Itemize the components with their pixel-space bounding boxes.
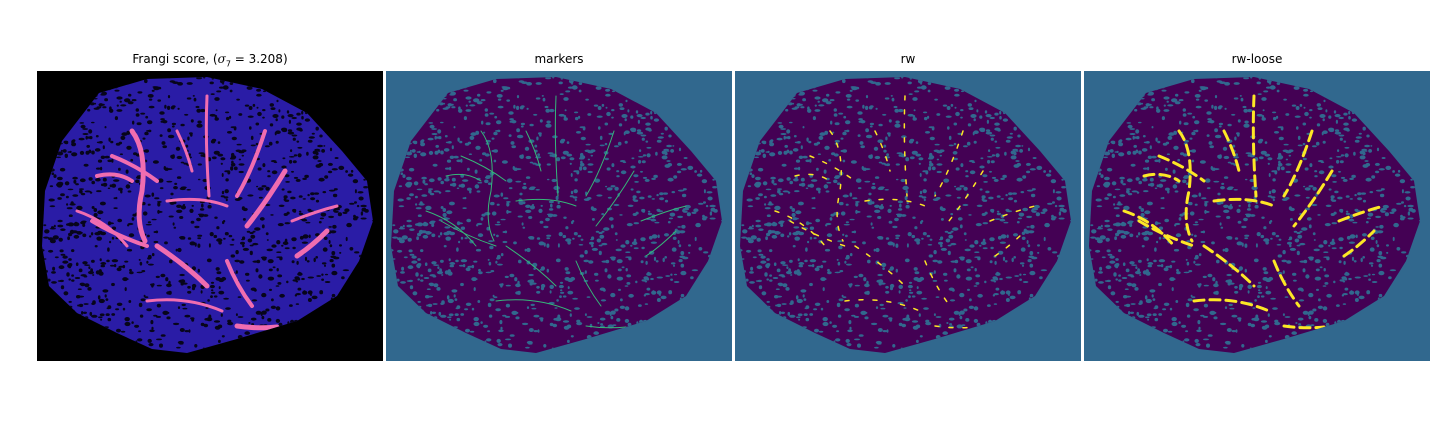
vessel-segment bbox=[145, 298, 224, 313]
vessel-segment bbox=[1251, 94, 1258, 198]
vessel-segment bbox=[989, 205, 1036, 222]
vessel-segment bbox=[874, 130, 891, 172]
vessel-segment bbox=[480, 130, 495, 242]
vessel-segment bbox=[515, 198, 577, 207]
vessel-segment bbox=[575, 260, 602, 307]
rw-panel-title: rw bbox=[900, 52, 916, 66]
vessel-segment bbox=[1157, 154, 1206, 183]
markers-panel-title: markers bbox=[534, 52, 584, 66]
vessel-segment bbox=[235, 129, 267, 198]
vessel-segment bbox=[1122, 209, 1176, 248]
vessel-overlay bbox=[774, 95, 1036, 329]
vessel-segment bbox=[640, 205, 687, 222]
vessel-overlay bbox=[1122, 94, 1386, 330]
vessel-segment bbox=[440, 220, 497, 247]
title-value: = 3.208) bbox=[230, 52, 288, 66]
vessel-segment bbox=[95, 172, 134, 183]
rw-loose-panel-title: rw-loose bbox=[1231, 52, 1283, 66]
vessel-segment bbox=[774, 210, 826, 247]
vessel-segment bbox=[1202, 244, 1256, 288]
vessel-segment bbox=[75, 209, 129, 248]
vessel-overlay bbox=[425, 95, 687, 329]
vessel-segment bbox=[505, 245, 557, 287]
vessel-segment bbox=[1337, 204, 1386, 223]
vessel-segment bbox=[844, 299, 921, 312]
title-sigma: σ bbox=[217, 52, 226, 66]
rw-loose-svg bbox=[1084, 71, 1430, 361]
rw-loose-image bbox=[1084, 71, 1430, 361]
markers-image bbox=[386, 71, 732, 361]
vessel-segment bbox=[129, 128, 148, 244]
vessel-segment bbox=[290, 204, 339, 223]
vessel-segment bbox=[175, 129, 194, 173]
vessel-segment bbox=[864, 198, 926, 207]
vessel-segment bbox=[903, 95, 908, 197]
vessel-segment bbox=[854, 245, 906, 287]
vessel-segment bbox=[234, 323, 280, 331]
frangi-svg bbox=[37, 71, 383, 361]
vessel-segment bbox=[165, 197, 229, 208]
vessel-segment bbox=[829, 130, 844, 242]
vessel-segment bbox=[460, 155, 507, 182]
vessel-segment bbox=[1137, 219, 1196, 248]
vessel-segment bbox=[154, 243, 210, 289]
vessel-segment bbox=[809, 155, 856, 182]
vessel-segment bbox=[1222, 129, 1241, 173]
vessel-segment bbox=[525, 130, 542, 172]
vessel-segment bbox=[595, 170, 635, 227]
vessel-segment bbox=[1282, 324, 1326, 330]
vessel-segment bbox=[244, 168, 288, 229]
vessel-segment bbox=[994, 230, 1026, 257]
vessel-segment bbox=[789, 220, 846, 247]
vessel-segment bbox=[1272, 259, 1301, 308]
vessel-segment bbox=[425, 210, 477, 247]
vessel-segment bbox=[794, 173, 831, 182]
vessel-segment bbox=[1282, 129, 1314, 198]
rw-image bbox=[735, 71, 1081, 361]
vessel-segment bbox=[110, 154, 159, 183]
vessel-segment bbox=[645, 230, 677, 257]
vessel-segment bbox=[1177, 129, 1194, 243]
vessel-segment bbox=[204, 94, 211, 198]
rw-svg bbox=[735, 71, 1081, 361]
title-prefix: Frangi score, ( bbox=[132, 52, 218, 66]
vessel-segment bbox=[445, 173, 482, 182]
vessel-segment bbox=[1292, 169, 1334, 228]
markers-svg bbox=[386, 71, 732, 361]
vessel-segment bbox=[495, 299, 572, 312]
vessel-segment bbox=[1212, 197, 1276, 208]
vessel-segment bbox=[1142, 172, 1181, 183]
vessel-segment bbox=[585, 130, 615, 197]
vessel-segment bbox=[1192, 298, 1271, 313]
vessel-segment bbox=[585, 325, 627, 329]
vessel-segment bbox=[924, 260, 951, 307]
frangi-image bbox=[37, 71, 383, 361]
vessel-segment bbox=[90, 219, 149, 248]
vessel-overlay bbox=[75, 94, 339, 331]
title-subscript: 7 bbox=[225, 59, 231, 69]
frangi-panel-title: Frangi score, (σ7 = 3.208) bbox=[37, 52, 383, 68]
vessel-segment bbox=[225, 259, 254, 308]
vessel-segment bbox=[1342, 229, 1376, 258]
vessel-segment bbox=[294, 228, 330, 259]
vessel-segment bbox=[934, 325, 976, 329]
vessel-segment bbox=[554, 95, 559, 197]
